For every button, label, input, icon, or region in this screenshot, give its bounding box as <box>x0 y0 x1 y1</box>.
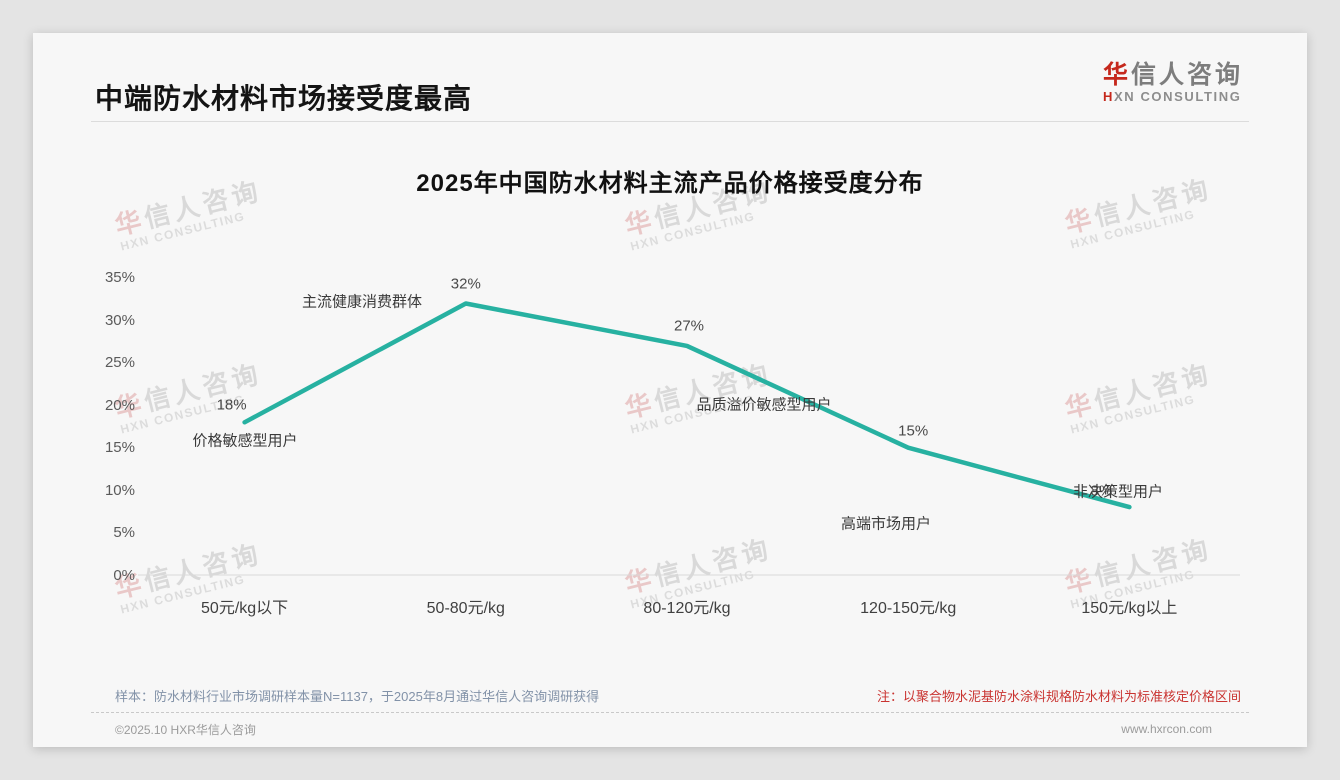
y-axis-tick: 15% <box>104 439 135 457</box>
x-axis-category: 50元/kg以下 <box>201 600 289 617</box>
brand-logo-zh-rest: 信人咨询 <box>1130 61 1243 89</box>
price-basis-note: 注：以聚合物水泥基防水涂料规格防水材料为标准核定价格区间 <box>876 689 1241 704</box>
y-axis-labels: 35% 30% 25% 20% 15% 10% 5% 0% <box>63 267 135 586</box>
y-axis-tick: 0% <box>113 566 135 584</box>
data-point-label: 18% <box>216 396 247 414</box>
y-axis-tick: 10% <box>104 481 135 499</box>
data-point-label: 15% <box>898 422 929 440</box>
report-card: 华信人咨询 HXN CONSULTING 华信人咨询 HXN CONSULTING 华信… <box>33 33 1307 747</box>
x-axis-category: 80-120元/kg <box>643 600 731 617</box>
segment-annotation: 高端市场用户 <box>840 515 932 533</box>
segment-annotation: 价格敏感型用户 <box>192 432 298 450</box>
brand-logo-zh-accent: 华 <box>1102 61 1131 89</box>
x-axis-category: 50-80元/kg <box>426 600 505 617</box>
x-axis-labels: 50元/kg以下 50-80元/kg 80-120元/kg 120-150元/kg 15… <box>33 594 1307 618</box>
y-axis-tick: 35% <box>104 269 135 286</box>
page-title: 中端防水材料市场接受度最高 <box>95 83 473 114</box>
segment-annotation: 品质溢价敏感型用户 <box>696 396 832 414</box>
brand-logo-en-accent: H <box>1102 89 1114 104</box>
brand-logo-en: HXN CONSULTING <box>1103 89 1243 105</box>
brand-logo: 华信人咨询 HXN CONSULTING <box>1103 61 1243 105</box>
watermark: 华信人咨询 HXN CONSULTING <box>1061 358 1215 437</box>
x-axis-category: 150元/kg以上 <box>1081 600 1178 617</box>
brand-logo-zh: 华信人咨询 <box>1103 61 1243 89</box>
footer-website: www.hxrcon.com <box>1121 722 1212 736</box>
data-point-label: 8% <box>1090 482 1113 500</box>
watermark-layer: 华信人咨询 HXN CONSULTING 华信人咨询 HXN CONSULTING 华信… <box>33 33 1307 747</box>
chart-title: 2025年中国防水材料主流产品价格接受度分布 <box>416 170 924 197</box>
y-axis-tick: 25% <box>104 354 135 372</box>
sample-note: 样本：防水材料行业市场调研样本量N=1137，于2025年8月通过华信人咨询调研… <box>115 689 600 704</box>
segment-annotation: 非决策型用户 <box>1072 483 1164 501</box>
brand-logo-en-rest: XN CONSULTING <box>1113 89 1242 104</box>
footer-copyright: ©2025.10 HXR华信人咨询 <box>115 723 256 737</box>
data-point-label: 27% <box>673 317 705 335</box>
footer-divider <box>91 712 1249 713</box>
y-axis-tick: 30% <box>104 311 135 329</box>
y-axis-tick: 5% <box>113 524 135 542</box>
data-point-label: 32% <box>450 275 481 293</box>
y-axis-tick: 20% <box>104 396 135 414</box>
segment-annotation: 主流健康消费群体 <box>301 293 423 311</box>
x-axis-category: 120-150元/kg <box>860 600 957 617</box>
line-chart <box>138 301 1240 576</box>
header-divider <box>91 121 1249 122</box>
